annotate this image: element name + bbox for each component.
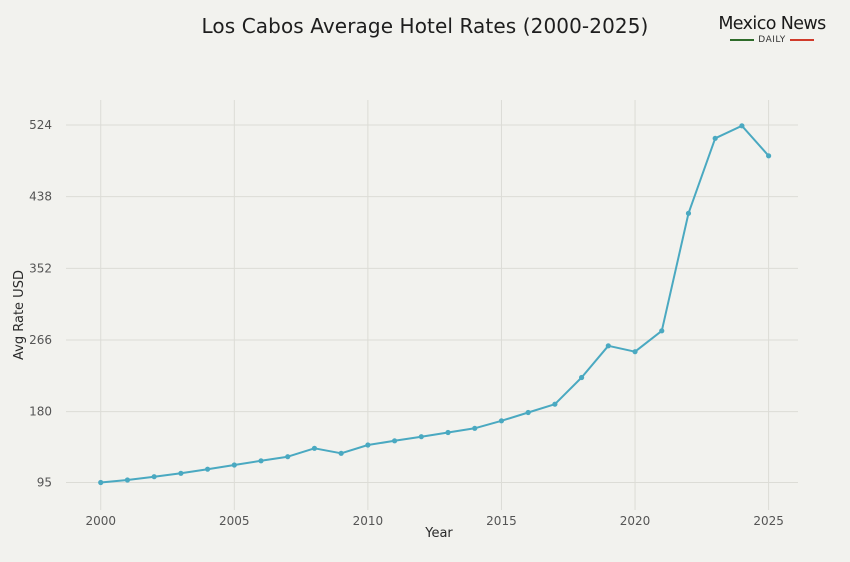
data-point-2015 [498,418,505,424]
data-point-2006 [258,458,264,464]
chart-title: Los Cabos Average Hotel Rates (2000-2025… [201,14,649,38]
y-tick-352: 352 [29,261,52,275]
series-group [98,123,772,486]
grid-lines [66,100,798,510]
y-tick-95: 95 [37,476,52,490]
y-tick-labels: 95 180 266 352 438 524 [29,118,52,490]
data-point-2024 [739,123,745,129]
data-point-2013 [445,429,451,436]
x-tick-2010: 2010 [353,514,384,528]
data-point-2007 [285,454,291,460]
data-point-2025 [766,153,772,159]
y-tick-524: 524 [29,118,52,132]
y-tick-438: 438 [29,190,52,204]
data-point-2001 [124,477,131,483]
y-tick-180: 180 [29,405,52,419]
y-axis-label: Avg Rate USD [12,270,27,360]
data-point-2020 [632,349,638,355]
x-tick-2005: 2005 [219,514,250,528]
data-point-2023 [712,135,718,141]
x-tick-labels: 2000 2005 2010 2015 2020 2025 [85,514,783,528]
logo-red-bar [789,39,814,41]
data-point-2014 [472,425,478,431]
x-tick-2025: 2025 [753,514,784,528]
data-point-2016 [525,409,531,416]
data-point-2012 [418,434,424,440]
data-point-2008 [311,445,318,451]
data-point-2011 [391,438,398,444]
x-tick-2000: 2000 [85,514,116,528]
data-point-2004 [204,466,211,472]
logo-name: Mexico News [718,14,826,34]
data-point-2002 [151,474,157,480]
x-tick-2015: 2015 [486,514,517,528]
data-point-2009 [338,450,344,456]
data-point-2003 [178,470,184,476]
data-point-2022 [685,210,692,216]
logo-subline: DAILY [710,35,834,45]
data-point-2005 [231,462,237,468]
data-point-2010 [365,442,371,448]
data-point-2017 [552,401,558,407]
y-tick-266: 266 [29,333,52,347]
series-line-0 [100,124,770,484]
logo-sub: DAILY [758,35,786,45]
data-point-2021 [659,328,665,334]
x-axis-label: Year [424,526,453,541]
mexico-news-daily-logo: Mexico News DAILY [710,14,834,45]
data-point-2018 [579,374,585,381]
data-point-2000 [98,479,104,486]
x-tick-2020: 2020 [620,514,651,528]
data-point-2019 [605,343,611,349]
logo-green-bar [730,39,755,41]
